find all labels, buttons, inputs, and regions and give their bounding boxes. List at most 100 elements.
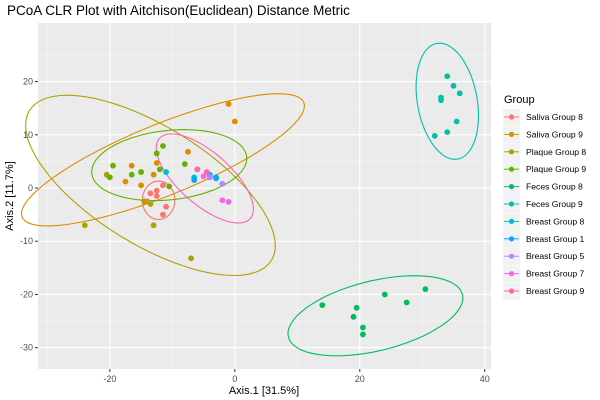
legend-key-point — [508, 166, 515, 172]
y-tick-label: -10 — [20, 236, 33, 246]
point-feces-group-8 — [353, 304, 360, 311]
point-saliva-group-9 — [122, 178, 129, 185]
legend-key-point — [508, 253, 515, 259]
point-feces-group-9 — [438, 94, 444, 101]
point-saliva-group-9 — [225, 101, 232, 107]
legend-label-saliva-group-9: Saliva Group 9 — [526, 129, 583, 139]
point-plaque-group-8 — [147, 201, 154, 207]
point-saliva-group-8 — [147, 190, 154, 197]
point-plaque-group-8 — [141, 198, 148, 205]
legend-key-point — [508, 201, 515, 207]
ellipse-plaque-group-8 — [25, 94, 276, 277]
point-plaque-group-9 — [138, 169, 144, 175]
ellipses-layer — [21, 42, 479, 357]
point-plaque-group-9 — [110, 162, 116, 169]
legend-label-breast-group-9: Breast Group 9 — [526, 286, 584, 296]
point-saliva-group-8 — [153, 193, 160, 199]
point-feces-group-8 — [360, 324, 366, 331]
point-saliva-group-9 — [150, 171, 157, 178]
legend-label-plaque-group-8: Plaque Group 8 — [526, 147, 586, 157]
point-breast-group-7 — [219, 197, 226, 204]
point-plaque-group-9 — [106, 174, 113, 181]
point-breast-group-7 — [200, 173, 207, 180]
point-saliva-group-8 — [163, 203, 169, 210]
point-plaque-group-9 — [166, 183, 173, 190]
points-layer — [81, 73, 463, 338]
legend-label-breast-group-7: Breast Group 7 — [526, 269, 584, 279]
point-plaque-group-8 — [188, 255, 194, 262]
point-saliva-group-8 — [160, 182, 166, 189]
legend-key-point — [508, 271, 515, 277]
ellipse-plaque-group-9 — [91, 129, 248, 202]
legend-label-saliva-group-8: Saliva Group 8 — [526, 112, 583, 122]
point-feces-group-8 — [422, 286, 429, 293]
point-plaque-group-9 — [160, 143, 166, 149]
point-plaque-group-9 — [128, 171, 135, 178]
legend-label-plaque-group-9: Plaque Group 9 — [526, 164, 586, 174]
ellipse-breast-group-9 — [155, 133, 254, 224]
point-saliva-group-9 — [185, 148, 191, 155]
point-saliva-group-8 — [153, 187, 160, 194]
ellipse-feces-group-9 — [415, 42, 479, 160]
legend-key-point — [508, 184, 515, 190]
legend-key-point — [508, 236, 515, 242]
y-tick-label: 0 — [28, 183, 33, 193]
legend-key-point — [508, 149, 515, 155]
point-saliva-group-9 — [231, 118, 238, 125]
point-breast-group-8 — [163, 169, 169, 175]
point-plaque-group-9 — [153, 150, 160, 157]
point-feces-group-8 — [381, 291, 388, 298]
y-tick-label: -30 — [20, 343, 33, 353]
point-breast-group-1 — [191, 177, 198, 183]
point-saliva-group-9 — [128, 162, 135, 169]
legend-label-feces-group-8: Feces Group 8 — [526, 182, 583, 192]
y-tick-label: 10 — [23, 130, 33, 140]
legend: Saliva Group 8 Saliva Group 9 Plaque Group… — [503, 109, 586, 300]
point-plaque-group-9 — [156, 166, 163, 173]
legend-label-breast-group-1: Breast Group 1 — [526, 234, 584, 244]
point-breast-group-9 — [203, 169, 210, 175]
x-axis-label: Axis.1 [31.5%] — [229, 385, 299, 397]
point-plaque-group-9 — [181, 161, 188, 167]
legend-key-point — [508, 131, 515, 137]
y-tick-label: 20 — [23, 77, 33, 87]
point-saliva-group-8 — [160, 211, 166, 218]
point-feces-group-9 — [453, 118, 460, 125]
grid-major — [38, 23, 491, 369]
x-tick-label: -20 — [103, 374, 116, 384]
ellipse-feces-group-8 — [287, 275, 464, 357]
ellipse-saliva-group-9 — [21, 93, 305, 227]
legend-label-breast-group-5: Breast Group 5 — [526, 251, 584, 261]
point-feces-group-9 — [444, 129, 451, 136]
x-axis-ticks: -20 0 20 40 — [103, 369, 490, 384]
point-saliva-group-9 — [153, 160, 160, 166]
x-tick-label: 40 — [480, 374, 490, 384]
point-plaque-group-8 — [150, 222, 157, 229]
point-breast-group-9 — [194, 166, 201, 173]
point-feces-group-9 — [456, 90, 463, 97]
point-plaque-group-8 — [81, 222, 88, 229]
legend-key-point — [508, 218, 515, 224]
point-feces-group-9 — [431, 132, 438, 139]
y-axis-label: Axis.2 [11.7%] — [4, 161, 16, 231]
legend-label-feces-group-9: Feces Group 9 — [526, 199, 583, 209]
point-feces-group-8 — [403, 299, 410, 306]
point-breast-group-5 — [219, 180, 226, 187]
point-breast-group-7 — [225, 198, 232, 205]
chart-title: PCoA CLR Plot with Aitchison(Euclidean) … — [7, 3, 350, 18]
x-tick-label: 20 — [355, 374, 365, 384]
point-feces-group-8 — [360, 331, 366, 338]
y-axis-ticks: -30 -20 -10 0 10 20 — [20, 77, 38, 353]
point-feces-group-9 — [450, 82, 457, 89]
y-tick-label: -20 — [20, 289, 33, 299]
point-feces-group-9 — [444, 73, 451, 80]
legend-title: Group — [504, 94, 535, 106]
point-feces-group-8 — [319, 302, 326, 309]
point-saliva-group-9 — [138, 182, 144, 189]
plot-panel — [38, 23, 491, 369]
point-breast-group-1 — [213, 174, 219, 181]
x-tick-label: 0 — [232, 374, 237, 384]
legend-key-point — [508, 114, 515, 120]
point-feces-group-8 — [350, 313, 357, 320]
